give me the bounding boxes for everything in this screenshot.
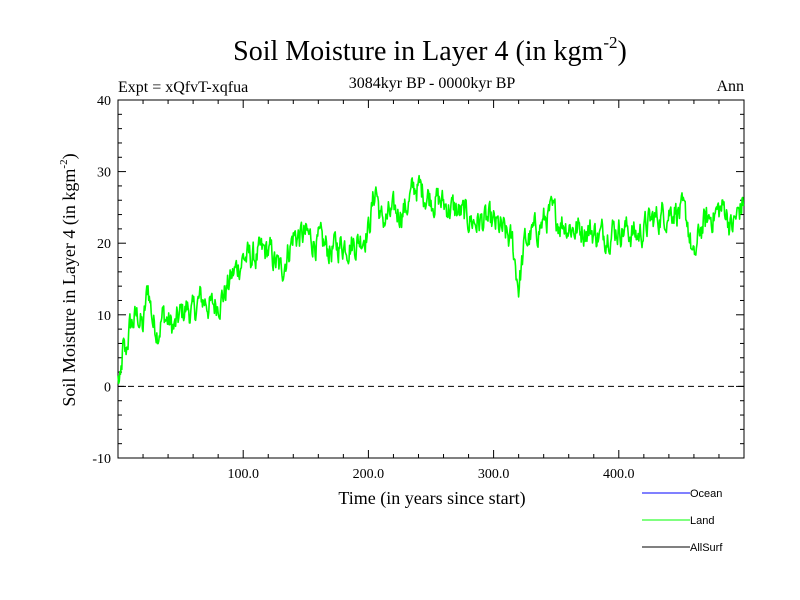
y-tick-label: 40 (97, 94, 111, 109)
legend-land-label: Land (690, 515, 714, 527)
chart-title: Soil Moisture in Layer 4 (in kgm-2) (233, 33, 627, 67)
x-tick-label: 200.0 (353, 467, 385, 482)
season-label: Ann (716, 78, 744, 95)
x-tick-label: 400.0 (603, 467, 635, 482)
y-axis-label: Soil Moisture in Layer 4 (in kgm-2) (58, 153, 80, 406)
experiment-label: Expt = xQfvT-xqfua (118, 79, 248, 96)
land-series-line (117, 174, 745, 385)
y-tick-label: 0 (104, 380, 111, 395)
plot-frame (117, 99, 745, 459)
y-tick-label: -10 (92, 452, 111, 467)
y-tick-label: 10 (97, 309, 111, 324)
chart-subtitle: 3084kyr BP - 0000kyr BP (349, 75, 516, 92)
legend: Ocean Land AllSurf (642, 488, 723, 554)
y-tick-label: 20 (97, 237, 111, 252)
legend-allsurf-label: AllSurf (690, 542, 723, 554)
x-tick-label: 100.0 (227, 467, 259, 482)
x-axis-label: Time (in years since start) (338, 488, 525, 509)
y-axis-label-superscript: -2 (58, 159, 70, 168)
chart-title-superscript: -2 (603, 33, 617, 52)
legend-ocean-label: Ocean (690, 488, 722, 500)
x-tick-label: 300.0 (478, 467, 510, 482)
y-tick-label: 30 (97, 166, 111, 181)
